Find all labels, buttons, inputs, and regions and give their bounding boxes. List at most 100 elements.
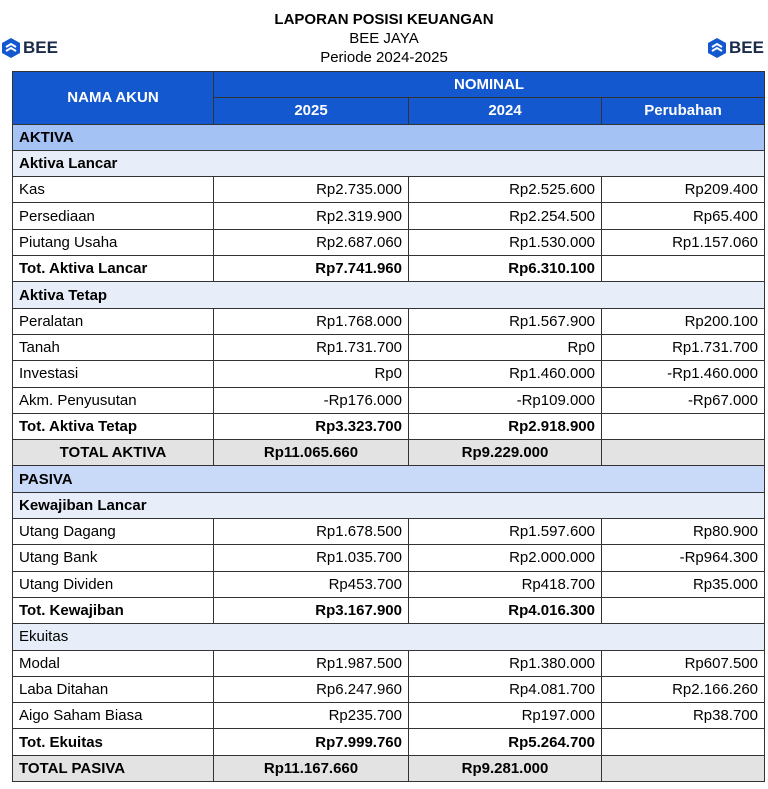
row-label: PASIVA [12,465,765,493]
value-2024: Rp1.597.600 [408,518,602,546]
table-row: Utang Dagang Rp1.678.500 Rp1.597.600 Rp80.9… [12,518,765,546]
row-label: Tot. Ekuitas [12,728,214,756]
value-2024: Rp1.530.000 [408,228,602,257]
value-change: Rp65.400 [601,202,765,230]
value-2025: Rp11.065.660 [213,439,409,467]
table-row: Kas Rp2.735.000 Rp2.525.600 Rp209.400 [12,176,765,204]
subtotal-row: Tot. Aktiva Tetap Rp3.323.700 Rp2.918.900 [12,412,765,441]
value-2024: Rp0 [408,333,602,362]
table-row: Aigo Saham Biasa Rp235.700 Rp197.000 Rp38.7… [12,702,765,730]
subsection-row: Aktiva Lancar [12,149,765,178]
value-change [601,255,765,283]
row-label: Aigo Saham Biasa [12,702,214,730]
value-2024: Rp5.264.700 [408,728,602,756]
col-header-change: Perubahan [601,97,765,125]
value-change: Rp1.157.060 [601,228,765,257]
value-change [601,728,765,756]
value-2024: Rp6.310.100 [408,255,602,283]
value-2025: Rp3.167.900 [213,596,409,625]
value-2025: Rp7.741.960 [213,255,409,283]
value-2024: Rp9.281.000 [408,754,602,783]
report-title: LAPORAN POSISI KEUANGAN [274,11,494,28]
value-2025: Rp2.735.000 [213,176,409,204]
value-2024: Rp4.081.700 [408,675,602,704]
row-label: AKTIVA [12,123,765,151]
logo-left: BEE [2,38,58,58]
value-2025: Rp6.247.960 [213,675,409,704]
value-2024: Rp1.460.000 [408,360,602,388]
value-2025: Rp7.999.760 [213,728,409,756]
row-label: Aktiva Lancar [12,149,765,178]
table-row: Peralatan Rp1.768.000 Rp1.567.900 Rp200.100 [12,307,765,335]
value-2024: Rp1.567.900 [408,307,602,335]
row-label: Investasi [12,360,214,388]
table-row: Tanah Rp1.731.700 Rp0 Rp1.731.700 [12,333,765,362]
value-2025: Rp2.319.900 [213,202,409,230]
row-label: Piutang Usaha [12,228,214,257]
row-label: Modal [12,649,214,677]
row-label: Utang Dividen [12,570,214,598]
value-2025: Rp2.687.060 [213,228,409,257]
row-label: Tot. Aktiva Lancar [12,255,214,283]
col-header-2024: 2024 [408,97,602,125]
row-label: Kewajiban Lancar [12,491,765,520]
logo-text: BEE [729,38,764,57]
value-2024: Rp2.000.000 [408,544,602,572]
balance-sheet-table: NAMA AKUN NOMINAL 2025 2024 Perubahan AK… [12,70,765,783]
section-row: AKTIVA [12,123,765,151]
row-label: Utang Dagang [12,518,214,546]
bee-logo-icon [708,38,726,58]
table-row: Akm. Penyusutan -Rp176.000 -Rp109.000 -Rp67… [12,386,765,414]
value-change [601,596,765,625]
value-2025: Rp453.700 [213,570,409,598]
row-label: Kas [12,176,214,204]
row-label: Tanah [12,333,214,362]
col-header-account: NAMA AKUN [12,71,214,125]
value-change [601,439,765,467]
value-2024: -Rp109.000 [408,386,602,414]
row-label: TOTAL PASIVA [12,754,214,783]
value-change: -Rp964.300 [601,544,765,572]
value-2025: Rp11.167.660 [213,754,409,783]
table-row: Utang Dividen Rp453.700 Rp418.700 Rp35.000 [12,570,765,598]
value-2024: Rp418.700 [408,570,602,598]
subtotal-row: Tot. Kewajiban Rp3.167.900 Rp4.016.300 [12,596,765,625]
row-label: Aktiva Tetap [12,281,765,309]
table-row: Piutang Usaha Rp2.687.060 Rp1.530.000 Rp1.1… [12,228,765,257]
subsection-row: Ekuitas [12,623,765,651]
row-label: Laba Ditahan [12,675,214,704]
table-row: Utang Bank Rp1.035.700 Rp2.000.000 -Rp964.3… [12,544,765,572]
row-label: TOTAL AKTIVA [12,439,214,467]
company-name: BEE JAYA [349,30,419,47]
value-change: Rp35.000 [601,570,765,598]
value-change: Rp209.400 [601,176,765,204]
value-2025: Rp1.731.700 [213,333,409,362]
value-2024: Rp2.918.900 [408,412,602,441]
row-label: Utang Bank [12,544,214,572]
value-change: Rp80.900 [601,518,765,546]
value-2025: -Rp176.000 [213,386,409,414]
value-change [601,412,765,441]
grand-total-row: TOTAL AKTIVA Rp11.065.660 Rp9.229.000 [12,439,765,467]
section-row: PASIVA [12,465,765,493]
value-2025: Rp1.768.000 [213,307,409,335]
subsection-row: Kewajiban Lancar [12,491,765,520]
logo-right: BEE [708,38,764,58]
value-change [601,754,765,783]
subtotal-row: Tot. Ekuitas Rp7.999.760 Rp5.264.700 [12,728,765,756]
value-change: -Rp67.000 [601,386,765,414]
value-change: Rp2.166.260 [601,675,765,704]
value-2025: Rp1.035.700 [213,544,409,572]
value-change: Rp1.731.700 [601,333,765,362]
subsection-row: Aktiva Tetap [12,281,765,309]
value-change: Rp200.100 [601,307,765,335]
col-header-nominal: NOMINAL [213,70,765,99]
logo-text: BEE [23,38,58,57]
row-label: Akm. Penyusutan [12,386,214,414]
value-2025: Rp1.987.500 [213,649,409,677]
row-label: Tot. Aktiva Tetap [12,412,214,441]
value-2025: Rp0 [213,360,409,388]
value-2024: Rp9.229.000 [408,439,602,467]
subtotal-row: Tot. Aktiva Lancar Rp7.741.960 Rp6.310.100 [12,255,765,283]
table-row: Persediaan Rp2.319.900 Rp2.254.500 Rp65.400 [12,202,765,230]
